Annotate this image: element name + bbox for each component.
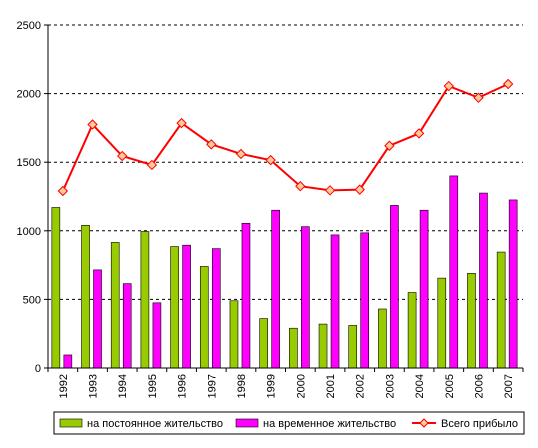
x-tick-label: 1995 [147, 374, 159, 398]
x-tick-label: 1999 [266, 374, 278, 398]
x-tick-label: 2001 [325, 374, 337, 398]
y-tick-label: 500 [23, 294, 41, 306]
bar-temporary [301, 226, 310, 369]
bar-permanent [496, 251, 506, 369]
x-tick-label: 2003 [384, 374, 396, 398]
bar-temporary [122, 283, 132, 369]
total-point [206, 139, 217, 150]
bar-temporary [152, 302, 162, 369]
legend-label: Всего прибыло [441, 418, 518, 430]
line-layer [57, 78, 514, 197]
bar-temporary [419, 209, 429, 369]
x-tick-label: 2000 [295, 374, 307, 398]
bar-temporary [211, 248, 221, 369]
bar-permanent [378, 308, 387, 369]
total-point [87, 119, 98, 130]
y-tick-label: 2000 [17, 89, 41, 101]
total-point [295, 181, 306, 192]
legend-box [53, 411, 525, 435]
legend-label: на постоянное жительство [87, 418, 223, 430]
bar-temporary [271, 209, 280, 369]
bar-temporary [241, 222, 251, 369]
bar-permanent [170, 246, 179, 369]
bar-temporary [508, 199, 518, 369]
y-tick-label: 1000 [17, 226, 41, 238]
bar-permanent [437, 277, 447, 369]
x-tick-label: 2002 [355, 374, 367, 398]
bar-permanent [348, 325, 358, 369]
bar-permanent [140, 231, 150, 369]
legend-swatch [59, 418, 83, 428]
y-tick-label: 0 [35, 363, 41, 375]
total-point [176, 117, 187, 129]
x-tick-label: 1992 [58, 374, 70, 398]
total-point [384, 140, 395, 151]
x-tick-label: 1997 [206, 374, 218, 398]
x-tick-label: 1996 [177, 374, 189, 398]
bar-temporary [479, 192, 488, 369]
bar-temporary [63, 354, 73, 369]
bar-permanent [81, 225, 90, 369]
total-line [61, 83, 509, 192]
y-tick-label: 2500 [17, 20, 41, 32]
bar-temporary [360, 232, 370, 369]
total-point [146, 159, 158, 171]
bar-permanent [289, 327, 298, 369]
total-point [354, 184, 365, 195]
total-point [443, 80, 454, 92]
legend-label: на временное жительство [263, 418, 396, 430]
x-tick-labels: 1992 1993 1994 1995 1996 1997 1998 1999 2000 2001… [58, 374, 515, 398]
bar-permanent [318, 323, 328, 369]
y-tick-labels: 0 500 1000 1500 2000 2500 [17, 20, 41, 375]
total-point [117, 150, 128, 162]
total-point [265, 154, 276, 166]
axes [44, 24, 524, 372]
bar-permanent [199, 266, 209, 369]
total-point [324, 185, 336, 196]
x-tick-label: 1993 [88, 374, 100, 398]
x-tick-label: 2004 [414, 374, 426, 398]
total-point [235, 148, 247, 160]
bars-layer [51, 175, 518, 369]
legend-swatch [235, 418, 259, 428]
bar-permanent [407, 292, 417, 369]
bar-temporary [449, 175, 459, 369]
bar-temporary [330, 234, 340, 369]
bar-temporary [390, 205, 399, 369]
x-tick-label: 2005 [444, 374, 456, 398]
bar-permanent [229, 300, 239, 369]
legend-swatch-marker [419, 418, 429, 428]
x-tick-label: 2006 [473, 374, 485, 398]
total-point [57, 185, 69, 197]
bar-permanent [467, 273, 476, 369]
x-tick-label: 2007 [503, 374, 515, 398]
x-tick-label: 1994 [117, 374, 129, 398]
bar-permanent [259, 318, 268, 369]
x-tick-label: 1998 [236, 374, 248, 398]
total-point [473, 92, 484, 103]
total-point [413, 128, 425, 139]
y-tick-label: 1500 [17, 157, 41, 169]
bar-permanent [51, 207, 61, 369]
bar-temporary [93, 269, 102, 369]
total-point [502, 78, 514, 90]
legend: на постоянное жительство на временное жит… [53, 411, 525, 435]
bar-permanent [110, 242, 120, 369]
bar-temporary [182, 244, 191, 369]
